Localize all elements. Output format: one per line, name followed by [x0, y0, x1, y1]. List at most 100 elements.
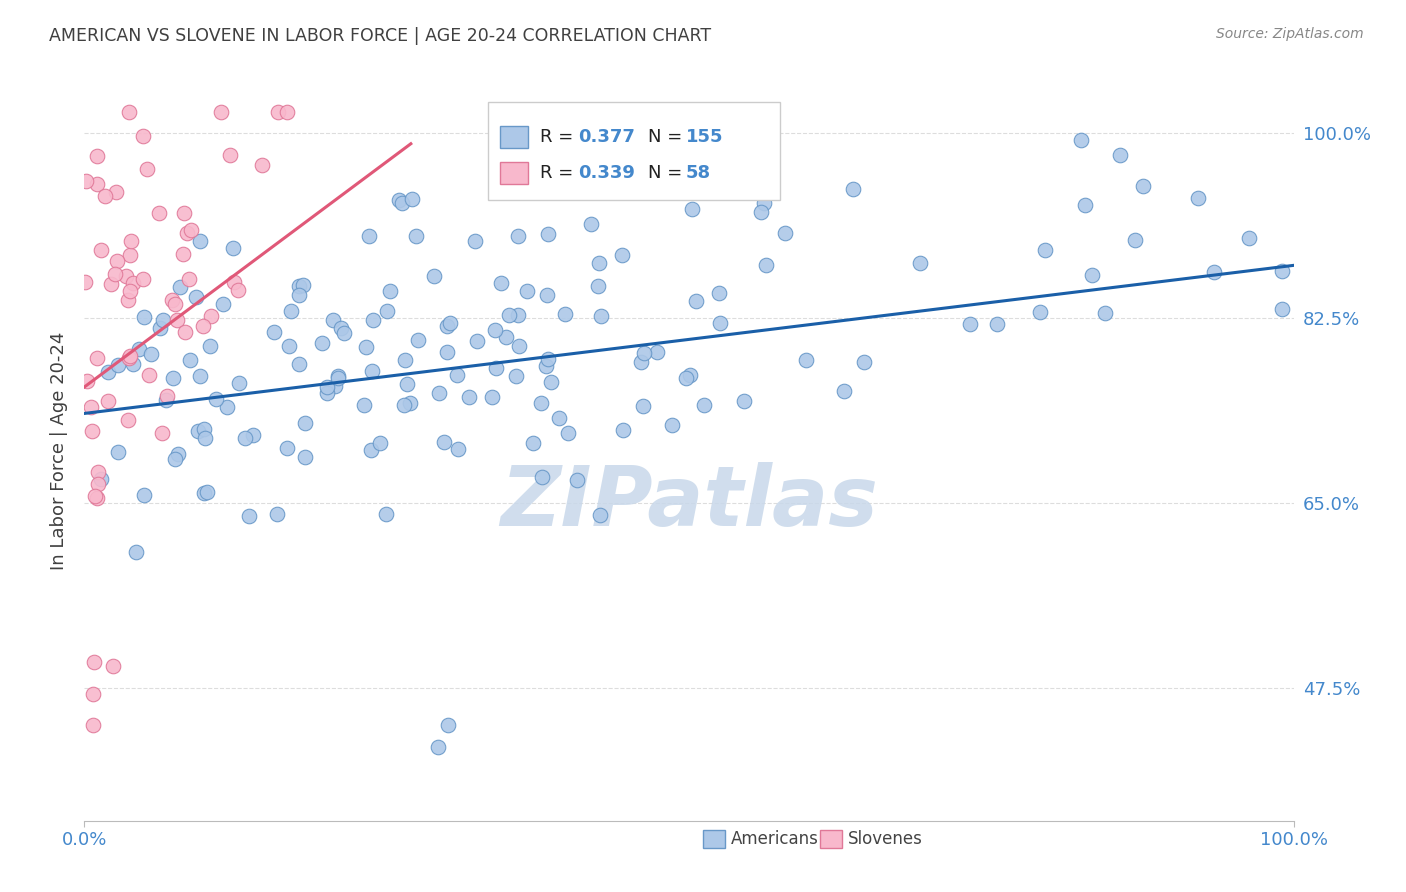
Point	[375, 304, 398, 318]
Point	[481, 390, 503, 404]
Point	[679, 368, 702, 383]
Text: Americans: Americans	[731, 830, 818, 848]
Point	[84, 489, 107, 503]
Point	[540, 375, 562, 389]
Point	[536, 288, 558, 302]
Point	[118, 284, 141, 298]
Point	[908, 256, 931, 270]
Point	[188, 234, 211, 248]
Point	[1094, 306, 1116, 320]
Point	[193, 422, 215, 436]
Point	[188, 369, 211, 384]
Point	[233, 431, 256, 445]
Point	[374, 507, 396, 521]
Point	[118, 248, 141, 262]
Point	[228, 376, 250, 391]
FancyBboxPatch shape	[703, 830, 725, 848]
Point	[128, 342, 150, 356]
Point	[316, 385, 339, 400]
Point	[226, 284, 249, 298]
Point	[187, 424, 209, 438]
Point	[86, 351, 108, 365]
Point	[141, 347, 163, 361]
Point	[195, 485, 218, 500]
Point	[589, 309, 612, 323]
Point	[436, 344, 458, 359]
Text: Source: ZipAtlas.com: Source: ZipAtlas.com	[1216, 27, 1364, 41]
Point	[97, 365, 120, 379]
FancyBboxPatch shape	[501, 162, 529, 184]
Point	[288, 357, 311, 371]
Point	[392, 398, 415, 412]
Point	[180, 222, 202, 236]
Point	[427, 739, 450, 754]
Text: N =: N =	[648, 164, 688, 182]
Point	[681, 202, 703, 217]
Point	[1074, 198, 1097, 212]
Text: 0.339: 0.339	[578, 164, 636, 182]
Point	[508, 339, 530, 353]
Point	[169, 280, 191, 294]
Point	[354, 340, 377, 354]
Point	[794, 353, 817, 368]
Point	[107, 445, 129, 459]
Point	[832, 384, 855, 398]
Point	[315, 380, 337, 394]
Point	[1108, 148, 1130, 162]
Point	[160, 293, 183, 308]
Point	[219, 148, 242, 162]
Point	[176, 226, 198, 240]
Point	[115, 268, 138, 283]
Point	[155, 392, 177, 407]
Point	[174, 325, 197, 339]
Point	[104, 267, 127, 281]
Point	[436, 718, 458, 732]
Point	[458, 390, 481, 404]
Point	[522, 436, 544, 450]
Point	[148, 321, 170, 335]
Point	[1080, 268, 1102, 282]
Point	[586, 279, 609, 293]
Point	[148, 205, 170, 219]
Text: 58: 58	[686, 164, 711, 182]
Point	[361, 312, 384, 326]
Point	[120, 234, 142, 248]
Point	[276, 441, 298, 455]
Text: 155: 155	[686, 128, 724, 146]
Point	[531, 470, 554, 484]
Point	[250, 157, 273, 171]
Point	[589, 508, 612, 522]
Point	[1070, 133, 1092, 147]
Point	[1271, 264, 1294, 278]
Text: ZIPatlas: ZIPatlas	[501, 462, 877, 543]
Point	[842, 182, 865, 196]
Point	[179, 352, 201, 367]
Point	[224, 275, 246, 289]
Point	[86, 177, 108, 191]
Point	[166, 447, 188, 461]
Point	[959, 317, 981, 331]
Point	[90, 472, 112, 486]
Point	[165, 297, 187, 311]
Point	[489, 276, 512, 290]
Point	[132, 272, 155, 286]
Point	[675, 371, 697, 385]
Point	[534, 359, 557, 373]
Point	[209, 105, 232, 120]
Point	[537, 227, 560, 242]
Point	[1123, 233, 1146, 247]
Point	[276, 105, 298, 120]
Point	[152, 313, 174, 327]
FancyBboxPatch shape	[501, 126, 529, 148]
Point	[184, 290, 207, 304]
Point	[752, 196, 775, 211]
Point	[775, 226, 797, 240]
Point	[118, 351, 141, 365]
Point	[516, 285, 538, 299]
Point	[508, 308, 530, 322]
Point	[446, 368, 468, 382]
Point	[177, 272, 200, 286]
Point	[200, 309, 222, 323]
Point	[294, 416, 316, 430]
Point	[692, 398, 714, 412]
